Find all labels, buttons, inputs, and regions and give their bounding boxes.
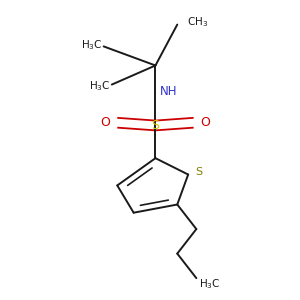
Text: S: S xyxy=(195,167,202,177)
Text: CH$_3$: CH$_3$ xyxy=(187,16,208,29)
Text: H$_3$C: H$_3$C xyxy=(81,38,102,52)
Text: NH: NH xyxy=(160,85,177,98)
Text: S: S xyxy=(152,119,160,132)
Text: O: O xyxy=(200,116,210,129)
Text: H$_3$C: H$_3$C xyxy=(89,79,110,93)
Text: H$_3$C: H$_3$C xyxy=(199,277,221,291)
Text: O: O xyxy=(100,116,110,129)
